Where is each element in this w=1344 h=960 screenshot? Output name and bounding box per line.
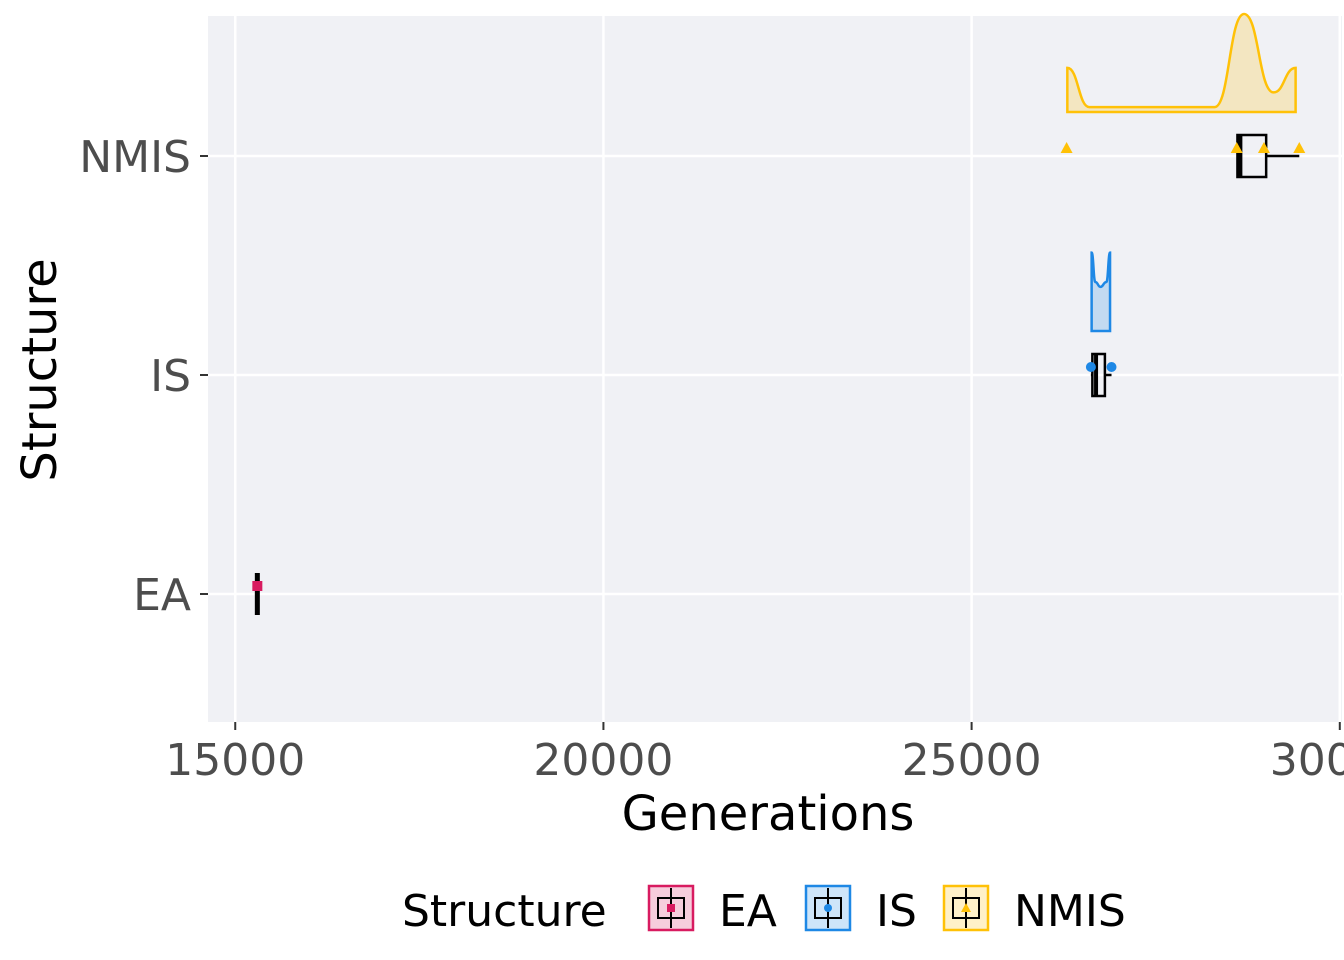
- plot-panel: [208, 16, 1342, 722]
- legend-item-ea: EA: [647, 884, 777, 937]
- data-point-ea: [252, 581, 263, 591]
- x-tick-label: 20000: [533, 735, 673, 786]
- y-tick-label: IS: [150, 351, 191, 402]
- data-point-nmis: [1060, 142, 1073, 153]
- box: [1236, 133, 1268, 179]
- legend-label: NMIS: [1014, 886, 1126, 937]
- legend: Structure EA IS NMIS: [402, 884, 1126, 937]
- box: [1091, 352, 1107, 398]
- legend-title: Structure: [402, 886, 607, 937]
- legend-label: IS: [876, 886, 917, 937]
- data-marks: [252, 12, 1306, 615]
- series-is: [1085, 251, 1117, 398]
- data-point-nmis: [1293, 142, 1306, 153]
- legend-key-point: [667, 904, 675, 912]
- y-axis-title: Structure: [12, 258, 68, 481]
- data-point-nmis: [1230, 142, 1243, 153]
- legend-key-point: [824, 904, 832, 912]
- x-axis-title: Generations: [622, 786, 915, 842]
- legend-item-is: IS: [804, 884, 917, 937]
- legend-label: EA: [719, 886, 777, 937]
- data-point-is: [1106, 362, 1117, 372]
- x-tick-label: 30000: [1270, 735, 1344, 786]
- legend-key-point: [961, 903, 971, 912]
- axes: 15000 20000 25000 30000 EA IS NMIS: [79, 132, 1344, 786]
- legend-item-nmis: NMIS: [942, 884, 1126, 937]
- series-ea: [252, 573, 263, 615]
- x-tick-label: 15000: [165, 735, 305, 786]
- density-nmis: [1066, 12, 1297, 114]
- grid-lines: [208, 16, 1342, 722]
- data-point-nmis: [1257, 142, 1270, 153]
- density-is: [1090, 251, 1112, 333]
- y-tick-label: EA: [133, 570, 191, 621]
- y-tick-label: NMIS: [79, 132, 191, 183]
- series-nmis: [1060, 12, 1306, 179]
- data-point-is: [1085, 362, 1096, 372]
- x-tick-label: 25000: [902, 735, 1042, 786]
